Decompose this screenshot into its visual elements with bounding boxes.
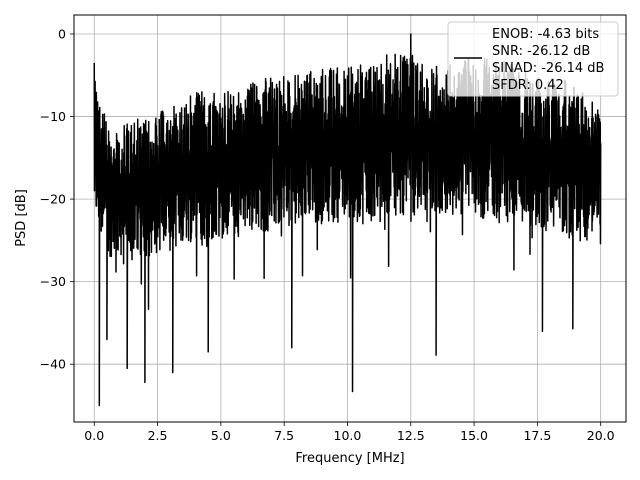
y-tick-label: 0 [58, 26, 66, 41]
x-tick-label: 12.5 [397, 428, 425, 443]
y-tick-label: −20 [40, 192, 66, 207]
legend: ENOB: -4.63 bits SNR: -26.12 dB SINAD: -… [447, 21, 619, 97]
x-tick-label: 15.0 [460, 428, 488, 443]
x-axis-label: Frequency [MHz] [295, 451, 404, 466]
y-axis-label: PSD [dB] [14, 189, 29, 247]
y-tick-label: −40 [40, 357, 66, 372]
legend-box [447, 21, 619, 97]
x-tick-label: 0.0 [84, 428, 104, 443]
y-tick-label: −10 [40, 109, 66, 124]
legend-text-snr: SNR: -26.12 dB [492, 44, 590, 59]
axes-frame [73, 14, 627, 423]
x-tick-label: 20.0 [587, 428, 615, 443]
x-ticks: 0.0 2.5 5.0 7.5 10.0 12.5 15.0 17.5 20.0 [84, 422, 615, 443]
x-tick-label: 5.0 [211, 428, 231, 443]
y-ticks: 0 −10 −20 −30 −40 [40, 26, 74, 372]
x-tick-label: 17.5 [523, 428, 551, 443]
x-tick-label: 7.5 [274, 428, 294, 443]
legend-text-sinad: SINAD: -26.14 dB [492, 61, 604, 76]
legend-text-enob: ENOB: -4.63 bits [492, 27, 599, 42]
x-tick-label: 2.5 [148, 428, 168, 443]
legend-text-sfdr: SFDR: 0.42 [492, 78, 564, 93]
y-tick-label: −30 [40, 274, 66, 289]
x-tick-label: 10.0 [334, 428, 362, 443]
